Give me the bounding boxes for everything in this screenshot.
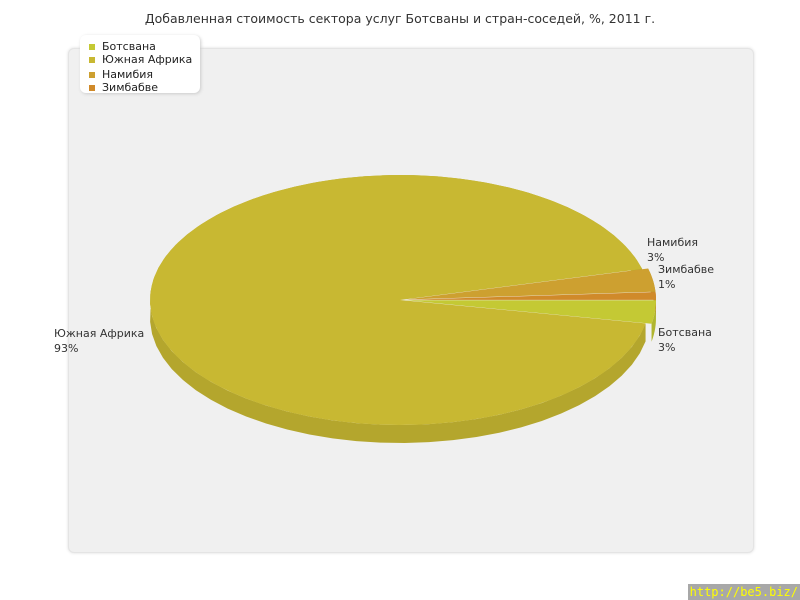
legend-item[interactable]: Южная Африка [89, 53, 192, 66]
pie-slice[interactable] [405, 300, 656, 324]
pie-slice-side [651, 300, 656, 342]
legend-item[interactable]: Ботсвана [89, 40, 156, 53]
slice-label-name: Ботсвана [658, 326, 712, 339]
slice-label-name: Южная Африка [54, 327, 145, 340]
legend-label: Ботсвана [102, 40, 156, 53]
slice-label-name: Намибия [647, 236, 699, 249]
legend-item[interactable]: Намибия [89, 68, 153, 81]
legend-label: Зимбабве [102, 81, 159, 94]
slice-label-value: 93% [54, 342, 79, 355]
chart-title: Добавленная стоимость сектора услуг Ботс… [144, 11, 656, 26]
pie-slice[interactable] [405, 292, 656, 300]
slice-label: Южная Африка 93% [54, 326, 144, 356]
slice-label: Ботсвана 3% [658, 325, 712, 355]
slice-label: Намибия 3% [647, 235, 698, 265]
legend-swatch [89, 84, 95, 91]
legend-swatch [89, 43, 95, 50]
slice-label-name: Зимбабве [658, 263, 715, 276]
slice-label-value: 3% [658, 341, 676, 354]
legend-swatch [89, 71, 95, 78]
slice-label-value: 3% [647, 251, 665, 264]
legend-label: Южная Африка [102, 53, 193, 66]
legend-item[interactable]: Зимбабве [89, 81, 158, 94]
legend: Ботсвана Южная Африка Намибия Зимбабве [80, 35, 200, 94]
pie-slice[interactable] [405, 268, 656, 300]
legend-swatch [89, 56, 95, 63]
slice-label: Зимбабве 1% [658, 262, 714, 292]
slice-label-value: 1% [658, 278, 676, 291]
watermark[interactable]: http://be5.biz/ [687, 584, 800, 600]
legend-label: Намибия [102, 68, 154, 81]
pie-slice[interactable] [150, 175, 646, 425]
